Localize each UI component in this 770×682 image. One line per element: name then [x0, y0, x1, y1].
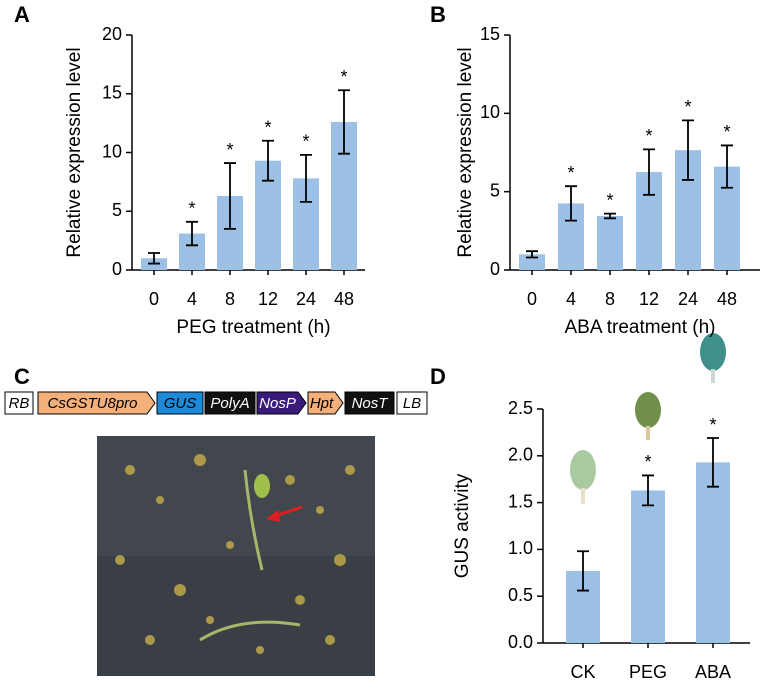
- y-tick-label: 15: [480, 24, 500, 44]
- construct-element: [396, 391, 428, 415]
- x-tick-label: 48: [717, 289, 737, 309]
- x-tick-label: 24: [678, 289, 698, 309]
- construct-element: [204, 391, 256, 415]
- construct-element: [156, 391, 204, 415]
- y-axis-label: Relative expression level: [64, 47, 85, 257]
- construct-element: [256, 391, 307, 415]
- construct-label: PolyA: [210, 395, 249, 412]
- error-bar: [262, 139, 274, 182]
- y-tick-label: 1.5: [508, 491, 533, 511]
- y-tick-label: 15: [102, 83, 122, 103]
- bar: [631, 490, 665, 643]
- y-axis-label: Relative expression level: [455, 47, 476, 257]
- construct-element: [4, 391, 34, 415]
- bar: [519, 254, 545, 270]
- construct-label: NosP: [259, 395, 296, 412]
- significance-mark: *: [644, 452, 651, 472]
- construct-element: [37, 391, 156, 415]
- significance-mark: *: [264, 118, 271, 138]
- y-tick-label: 1.0: [508, 538, 533, 558]
- error-bar: [565, 185, 577, 222]
- construct-label: RB: [9, 395, 30, 412]
- construct-element: [307, 391, 344, 415]
- x-tick-label: ABA: [695, 662, 731, 682]
- construct-diagram: RB CsGSTU8pro GUS PolyA NosP Hpt NosT LB: [4, 391, 428, 415]
- error-bar: [604, 212, 616, 220]
- x-tick-label: 4: [566, 289, 576, 309]
- construct-label: CsGSTU8pro: [47, 395, 137, 412]
- significance-mark: *: [645, 126, 652, 146]
- x-axis-label: ABA treatment (h): [564, 317, 715, 338]
- x-tick-label: 0: [527, 289, 537, 309]
- construct-label: NosT: [352, 395, 390, 412]
- x-tick-label: 48: [334, 289, 354, 309]
- significance-mark: *: [723, 122, 730, 142]
- panel-label: A: [14, 2, 30, 27]
- x-tick-label: 24: [296, 289, 316, 309]
- panel-label: C: [14, 364, 30, 389]
- error-bar: [682, 119, 694, 181]
- y-tick-label: 0: [112, 259, 122, 279]
- significance-mark: *: [188, 199, 195, 219]
- x-tick-label: 0: [149, 289, 159, 309]
- significance-mark: *: [567, 163, 574, 183]
- significance-mark: *: [709, 415, 716, 435]
- error-bar: [642, 474, 654, 507]
- construct-label: GUS: [164, 395, 197, 412]
- panel-label: D: [430, 364, 446, 389]
- y-tick-label: 5: [490, 180, 500, 200]
- significance-mark: *: [340, 67, 347, 87]
- x-tick-label: 12: [258, 289, 278, 309]
- error-bar: [526, 250, 538, 259]
- y-axis-label: GUS activity: [452, 473, 473, 578]
- significance-mark: *: [606, 190, 613, 210]
- y-tick-label: 2.0: [508, 445, 533, 465]
- error-bar: [338, 89, 350, 155]
- bar: [597, 215, 623, 270]
- y-tick-label: 5: [112, 200, 122, 220]
- leaf-icons: [570, 333, 726, 504]
- significance-mark: *: [684, 97, 691, 117]
- x-tick-label: 8: [605, 289, 615, 309]
- construct-label: Hpt: [310, 395, 334, 412]
- construct-element: [344, 391, 395, 415]
- x-tick-label: CK: [570, 662, 595, 682]
- y-tick-label: 0: [490, 259, 500, 279]
- error-bar: [224, 162, 236, 230]
- significance-mark: *: [302, 132, 309, 152]
- seedling-photo: [97, 436, 375, 676]
- error-bar: [148, 252, 160, 265]
- y-tick-label: 10: [480, 102, 500, 122]
- y-tick-label: 0.0: [508, 632, 533, 652]
- panel-label: B: [430, 2, 446, 27]
- construct-label: LB: [403, 395, 421, 412]
- x-tick-label: 12: [639, 289, 659, 309]
- error-bar: [721, 144, 733, 189]
- y-tick-label: 0.5: [508, 585, 533, 605]
- error-bar: [643, 148, 655, 196]
- error-bar: [186, 220, 198, 247]
- y-tick-label: 20: [102, 24, 122, 44]
- error-bar: [577, 550, 589, 592]
- x-tick-label: 4: [187, 289, 197, 309]
- bar: [696, 462, 730, 643]
- y-tick-label: 10: [102, 141, 122, 161]
- x-axis-label: PEG treatment (h): [176, 317, 330, 338]
- error-bar: [707, 437, 719, 488]
- x-tick-label: 8: [225, 289, 235, 309]
- x-tick-label: PEG: [629, 662, 667, 682]
- error-bar: [300, 153, 312, 203]
- significance-mark: *: [226, 140, 233, 160]
- y-tick-label: 2.5: [508, 398, 533, 418]
